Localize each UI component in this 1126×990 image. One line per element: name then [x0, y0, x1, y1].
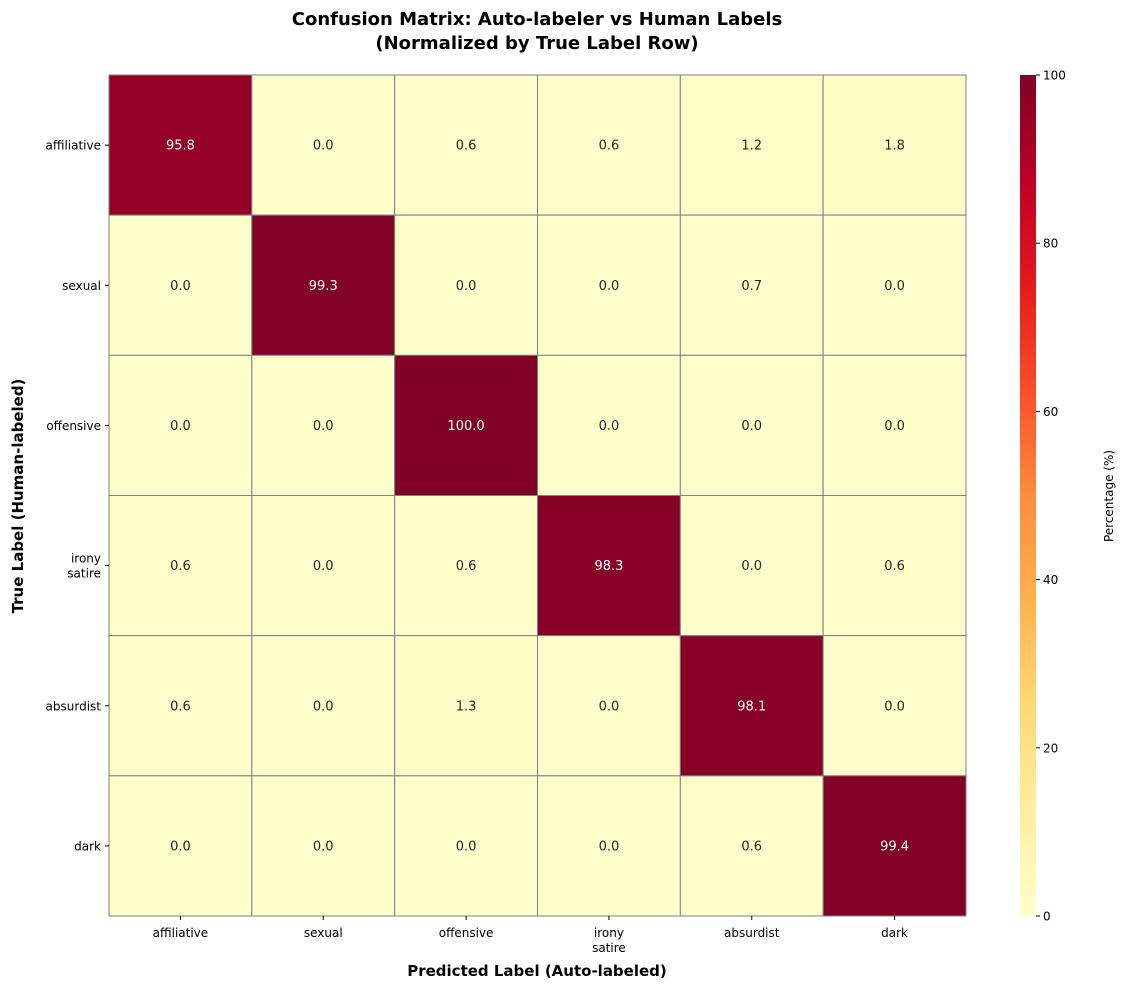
- cell-value-label: 1.3: [456, 699, 477, 714]
- y-tick-label: dark: [74, 839, 101, 853]
- heatmap-cell: [822, 775, 967, 917]
- heatmap-cell: [394, 354, 538, 497]
- cell-value-label: 0.6: [170, 699, 191, 714]
- cell-value-label: 0.6: [456, 139, 477, 154]
- cell-value-label: 100.0: [447, 419, 484, 434]
- heatmap-cell: [394, 74, 538, 216]
- x-tick-label: irony: [594, 926, 624, 940]
- heatmap-cell: [108, 74, 253, 216]
- heatmap-cell: [537, 214, 681, 356]
- cell-value-label: 0.0: [170, 279, 191, 294]
- cell-value-label: 0.0: [456, 279, 477, 294]
- cell-value-label: 1.2: [741, 139, 762, 154]
- x-tick-label: sexual: [304, 926, 343, 940]
- heatmap-cell: [679, 354, 824, 497]
- colorbar: [1020, 75, 1036, 916]
- colorbar-label: Percentage (%): [1102, 450, 1116, 542]
- colorbar-tick-label: 100: [1043, 69, 1066, 83]
- colorbar-tick-label: 80: [1043, 237, 1058, 251]
- cell-value-label: 0.0: [456, 839, 477, 854]
- cell-value-label: 1.8: [884, 139, 905, 154]
- cell-value-label: 0.6: [599, 139, 620, 154]
- y-tick-label: offensive: [46, 419, 101, 433]
- chart-title: Confusion Matrix: Auto-labeler vs Human …: [292, 9, 782, 30]
- heatmap-cell: [251, 495, 396, 637]
- heatmap-cell: [679, 74, 824, 216]
- cell-value-label: 0.0: [884, 419, 905, 434]
- heatmap-cell: [251, 354, 396, 497]
- cell-value-label: 0.0: [170, 419, 191, 434]
- cell-value-label: 0.0: [884, 699, 905, 714]
- cell-value-label: 0.0: [741, 559, 762, 574]
- cell-value-label: 0.0: [313, 839, 334, 854]
- heatmap-cell: [679, 775, 824, 917]
- heatmap-cell: [108, 495, 253, 637]
- heatmap-cell: [108, 775, 253, 917]
- x-tick-label: satire: [592, 941, 626, 955]
- cell-value-label: 0.0: [599, 419, 620, 434]
- heatmap-cell: [679, 495, 824, 637]
- x-tick-label: offensive: [439, 926, 494, 940]
- cell-value-label: 0.6: [741, 839, 762, 854]
- cell-value-label: 0.0: [313, 559, 334, 574]
- heatmap-cell: [251, 214, 396, 356]
- heatmap-cell: [251, 74, 396, 216]
- heatmap-cell: [537, 354, 681, 497]
- heatmap-cell: [822, 495, 967, 637]
- x-tick-label: dark: [881, 926, 908, 940]
- cell-value-label: 0.6: [456, 559, 477, 574]
- x-tick-label: affiliative: [153, 926, 209, 940]
- cell-value-label: 99.3: [309, 279, 338, 294]
- cell-value-label: 0.6: [884, 559, 905, 574]
- cell-value-label: 99.4: [880, 839, 909, 854]
- heatmap-cell: [822, 74, 967, 216]
- heatmap-cell: [537, 495, 681, 637]
- colorbar-tick-label: 60: [1043, 405, 1058, 419]
- cell-value-label: 0.0: [741, 419, 762, 434]
- heatmap-cell: [537, 635, 681, 777]
- cell-value-label: 0.0: [599, 699, 620, 714]
- y-tick-label: absurdist: [46, 699, 102, 713]
- cell-value-label: 0.6: [170, 559, 191, 574]
- heatmap-cell: [822, 635, 967, 777]
- cell-value-label: 0.0: [599, 839, 620, 854]
- x-tick-label: absurdist: [724, 926, 780, 940]
- cell-value-label: 0.0: [313, 139, 334, 154]
- cell-value-label: 98.1: [737, 699, 766, 714]
- x-axis-label: Predicted Label (Auto-labeled): [407, 962, 667, 980]
- y-axis-label: True Label (Human-labeled): [9, 379, 27, 614]
- colorbar-tick-label: 0: [1043, 910, 1051, 924]
- heatmap-cell: [537, 74, 681, 216]
- cell-value-label: 0.0: [599, 279, 620, 294]
- y-tick-label: satire: [67, 567, 101, 581]
- heatmap-cell: [822, 354, 967, 497]
- y-tick-label: sexual: [62, 279, 101, 293]
- y-tick-label: irony: [71, 552, 101, 566]
- cell-value-label: 95.8: [166, 139, 195, 154]
- cell-value-label: 0.7: [741, 279, 762, 294]
- cell-value-label: 0.0: [313, 699, 334, 714]
- heatmap-cell: [822, 214, 967, 356]
- y-tick-label: affiliative: [46, 139, 102, 153]
- heatmap-cell: [394, 495, 538, 637]
- heatmap-cell: [394, 635, 538, 777]
- cell-value-label: 0.0: [884, 279, 905, 294]
- colorbar-tick-label: 20: [1043, 741, 1058, 755]
- cell-value-label: 0.0: [170, 839, 191, 854]
- cell-value-label: 98.3: [594, 559, 623, 574]
- chart-subtitle: (Normalized by True Label Row): [375, 33, 698, 54]
- colorbar-tick-label: 40: [1043, 573, 1058, 587]
- cell-value-label: 0.0: [313, 419, 334, 434]
- heatmap-cell: [537, 775, 681, 917]
- heatmap-cell: [108, 635, 253, 777]
- heatmap-cell: [679, 635, 824, 777]
- heatmap-cell: [108, 354, 253, 497]
